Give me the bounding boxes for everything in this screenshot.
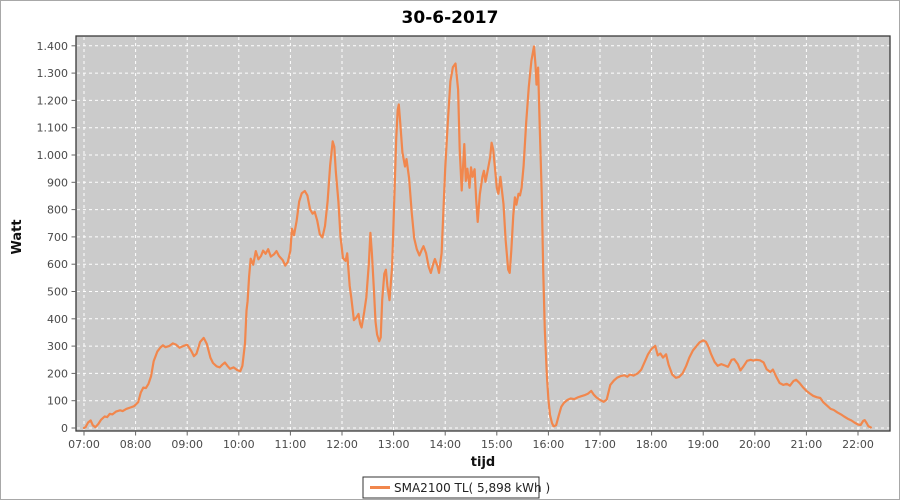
chart-title: 30-6-2017 bbox=[402, 8, 499, 28]
y-tick-label: 700 bbox=[47, 231, 68, 244]
series-layer bbox=[82, 45, 872, 430]
x-tick-label: 09:00 bbox=[171, 438, 203, 451]
plot-area bbox=[76, 36, 890, 431]
y-tick-label: 500 bbox=[47, 286, 68, 299]
x-tick-label: 10:00 bbox=[223, 438, 255, 451]
y-tick-label: 100 bbox=[47, 395, 68, 408]
tick-layer: 0 100 200 300 400 500 600 700 800 900 1.000 1.100 1.… bbox=[37, 40, 874, 451]
y-tick-label: 300 bbox=[47, 340, 68, 353]
legend: SMA2100 TL( 5,898 kWh ) bbox=[362, 476, 550, 499]
x-tick-label: 22:00 bbox=[842, 438, 874, 451]
y-tick-label: 400 bbox=[47, 313, 68, 326]
x-tick-label: 19:00 bbox=[687, 438, 719, 451]
y-axis-title: Watt bbox=[10, 219, 25, 254]
y-tick-label: 1.400 bbox=[37, 40, 69, 53]
y-tick-label: 1.200 bbox=[37, 94, 69, 107]
x-tick-label: 08:00 bbox=[120, 438, 152, 451]
y-tick-label: 1.000 bbox=[37, 149, 69, 162]
x-axis-title: tijd bbox=[471, 455, 495, 470]
x-tick-label: 14:00 bbox=[429, 438, 461, 451]
series-line-sma2100 bbox=[82, 45, 872, 430]
x-tick-label: 12:00 bbox=[326, 438, 358, 451]
y-tick-label: 200 bbox=[47, 367, 68, 380]
legend-box bbox=[362, 476, 540, 499]
x-tick-label: 20:00 bbox=[739, 438, 771, 451]
y-tick-label: 600 bbox=[47, 258, 68, 271]
x-tick-label: 16:00 bbox=[533, 438, 565, 451]
plot-border bbox=[75, 35, 891, 432]
x-tick-label: 15:00 bbox=[481, 438, 513, 451]
x-tick-label: 21:00 bbox=[791, 438, 823, 451]
y-tick-label: 900 bbox=[47, 176, 68, 189]
y-tick-label: 800 bbox=[47, 204, 68, 217]
legend-label: SMA2100 TL( 5,898 kWh ) bbox=[394, 481, 550, 495]
x-tick-label: 07:00 bbox=[68, 438, 100, 451]
y-tick-label: 1.100 bbox=[37, 122, 69, 135]
y-tick-label: 1.300 bbox=[37, 67, 69, 80]
x-tick-label: 11:00 bbox=[275, 438, 307, 451]
x-tick-label: 18:00 bbox=[636, 438, 668, 451]
x-tick-label: 17:00 bbox=[584, 438, 616, 451]
y-tick-label: 0 bbox=[61, 422, 68, 435]
x-tick-label: 13:00 bbox=[378, 438, 410, 451]
